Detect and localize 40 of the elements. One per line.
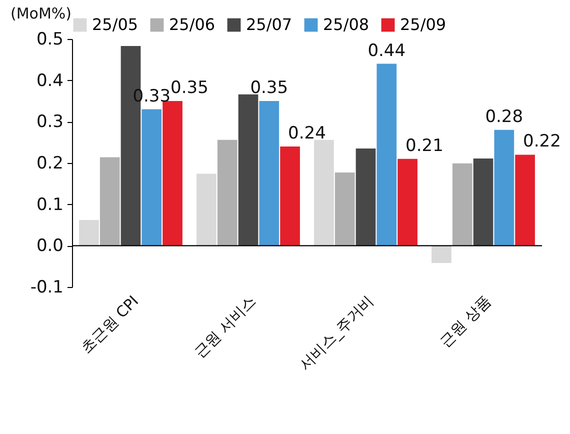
legend-label: 25/05 (92, 15, 138, 34)
data-label: 0.35 (250, 78, 288, 98)
y-tick-label: 0.4 (36, 70, 64, 91)
bar (196, 174, 216, 246)
bar (142, 109, 162, 246)
data-label: 0.35 (170, 78, 208, 98)
y-tick-label: 0.5 (36, 30, 64, 50)
y-tick-label: 0.0 (36, 236, 64, 256)
bar (334, 172, 355, 246)
bar (515, 154, 535, 246)
y-tick-label: 0.1 (36, 194, 64, 215)
data-label: 0.24 (288, 123, 326, 144)
y-tick-label: -0.1 (30, 278, 64, 298)
bar (452, 163, 472, 246)
bar (376, 64, 397, 246)
y-axis-title: (MoM%) (10, 4, 72, 22)
y-tick-label: 0.2 (36, 154, 64, 174)
bar (314, 140, 334, 246)
bar (356, 148, 376, 246)
bar (100, 157, 120, 246)
data-label: 0.28 (485, 106, 524, 127)
bar (217, 140, 238, 246)
data-label: 0.22 (523, 132, 561, 152)
legend-label: 25/07 (246, 15, 292, 34)
bar (259, 101, 280, 246)
legend-label: 25/08 (323, 15, 370, 34)
data-label: 0.21 (406, 136, 444, 156)
bar (162, 101, 182, 246)
bar (432, 246, 452, 264)
bar (494, 130, 514, 246)
x-tick-label: 근원 상품 (436, 292, 495, 351)
legend-label: 25/09 (400, 15, 446, 34)
bar (473, 158, 494, 246)
bar (79, 220, 99, 246)
bar (398, 158, 418, 246)
legend-label: 25/06 (169, 15, 216, 34)
data-label: 0.44 (368, 40, 406, 61)
y-tick-label: 0.3 (36, 112, 64, 132)
bar (238, 94, 258, 246)
bar (280, 146, 300, 246)
